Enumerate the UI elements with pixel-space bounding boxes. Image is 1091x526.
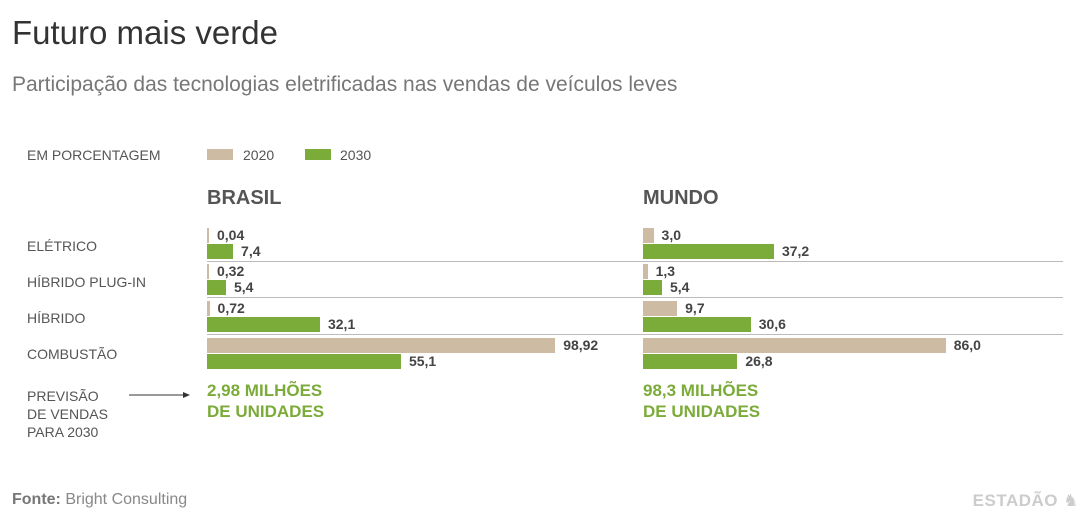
bar-brasil-hibrido-2030 [207, 317, 320, 332]
bar-mundo-hibrido-plug-in-2030 [643, 280, 662, 295]
total-mundo: 98,3 MILHÕES DE UNIDADES [643, 380, 760, 422]
bar-brasil-combustao-2020 [207, 338, 556, 353]
forecast-note-line: DE VENDAS [27, 406, 108, 422]
source-label: Fonte: [12, 491, 61, 508]
bar-brasil-hibrido-plug-in-2030 [207, 280, 226, 295]
bar-brasil-hibrido-2020 [207, 301, 210, 316]
value-label-brasil-eletrico-2030: 7,4 [241, 243, 261, 259]
value-label-mundo-eletrico-2020: 3,0 [661, 227, 682, 243]
chart-subtitle: Participação das tecnologias eletrificad… [12, 73, 678, 96]
value-label-brasil-hibrido-2020: 0,72 [217, 300, 245, 316]
value-label-mundo-hibrido-plug-in-2020: 1,3 [655, 263, 676, 279]
value-label-brasil-eletrico-2020: 0,04 [217, 227, 245, 243]
forecast-note-line: PREVISÃO [27, 388, 99, 404]
value-label-brasil-combustao-2020: 98,92 [563, 337, 599, 353]
category-label-hibrido-plug-in: HÍBRIDO PLUG-IN [27, 274, 147, 290]
category-label-combustao: COMBUSTÃO [27, 346, 118, 362]
panel-title-mundo: MUNDO [643, 187, 719, 209]
bar-mundo-hibrido-plug-in-2020 [643, 264, 648, 279]
category-label-hibrido: HÍBRIDO [27, 310, 86, 326]
horse-icon: ♞ [1063, 491, 1079, 510]
estadao-logo: ESTADÃO ♞ [973, 491, 1079, 511]
total-brasil: 2,98 MILHÕES DE UNIDADES [207, 380, 324, 422]
value-label-mundo-combustao-2030: 26,8 [745, 353, 773, 369]
forecast-note-line: PARA 2030 [27, 424, 99, 440]
value-label-brasil-hibrido-2030: 32,1 [327, 316, 356, 332]
legend-swatch-2030 [305, 149, 331, 160]
bar-mundo-combustao-2030 [643, 354, 738, 369]
panel-title-brasil: BRASIL [207, 187, 282, 209]
value-label-mundo-combustao-2020: 86,0 [953, 337, 981, 353]
bar-mundo-eletrico-2020 [643, 228, 654, 243]
value-label-mundo-hibrido-plug-in-2030: 5,4 [670, 279, 690, 295]
value-label-mundo-hibrido-2030: 30,6 [758, 316, 786, 332]
arrow-right-icon [129, 392, 190, 398]
row-divider [207, 261, 1063, 262]
source-note: Fonte: Bright Consulting [12, 491, 187, 509]
source-text: Bright Consulting [65, 491, 188, 508]
value-label-brasil-hibrido-plug-in-2030: 5,4 [234, 279, 254, 295]
value-label-mundo-eletrico-2030: 37,2 [781, 243, 810, 259]
unit-label: EM PORCENTAGEM [27, 147, 161, 163]
total-brasil-line: DE UNIDADES [207, 402, 325, 421]
bar-brasil-combustao-2030 [207, 354, 401, 369]
total-mundo-line: DE UNIDADES [643, 402, 761, 421]
bar-mundo-hibrido-2020 [643, 301, 678, 316]
legend-label-2030: 2030 [340, 147, 372, 163]
value-label-brasil-hibrido-plug-in-2020: 0,32 [217, 263, 245, 279]
row-divider [207, 334, 1063, 335]
total-brasil-line: 2,98 MILHÕES [207, 381, 323, 400]
chart-title: Futuro mais verde [12, 14, 278, 51]
legend-swatch-2020 [207, 149, 233, 160]
bar-brasil-hibrido-plug-in-2020 [207, 264, 209, 279]
legend-label-2020: 2020 [243, 147, 275, 163]
row-divider [207, 297, 1063, 298]
bar-mundo-combustao-2020 [643, 338, 946, 353]
bar-brasil-eletrico-2020 [207, 228, 209, 243]
bar-mundo-eletrico-2030 [643, 244, 774, 259]
value-label-mundo-hibrido-2020: 9,7 [685, 300, 705, 316]
bar-mundo-hibrido-2030 [643, 317, 751, 332]
bar-brasil-eletrico-2030 [207, 244, 234, 259]
forecast-note: PREVISÃO DE VENDAS PARA 2030 [27, 387, 167, 441]
total-mundo-line: 98,3 MILHÕES [643, 381, 759, 400]
value-label-brasil-combustao-2030: 55,1 [408, 353, 437, 369]
category-label-eletrico: ELÉTRICO [27, 238, 98, 254]
logo-text: ESTADÃO [972, 491, 1059, 510]
